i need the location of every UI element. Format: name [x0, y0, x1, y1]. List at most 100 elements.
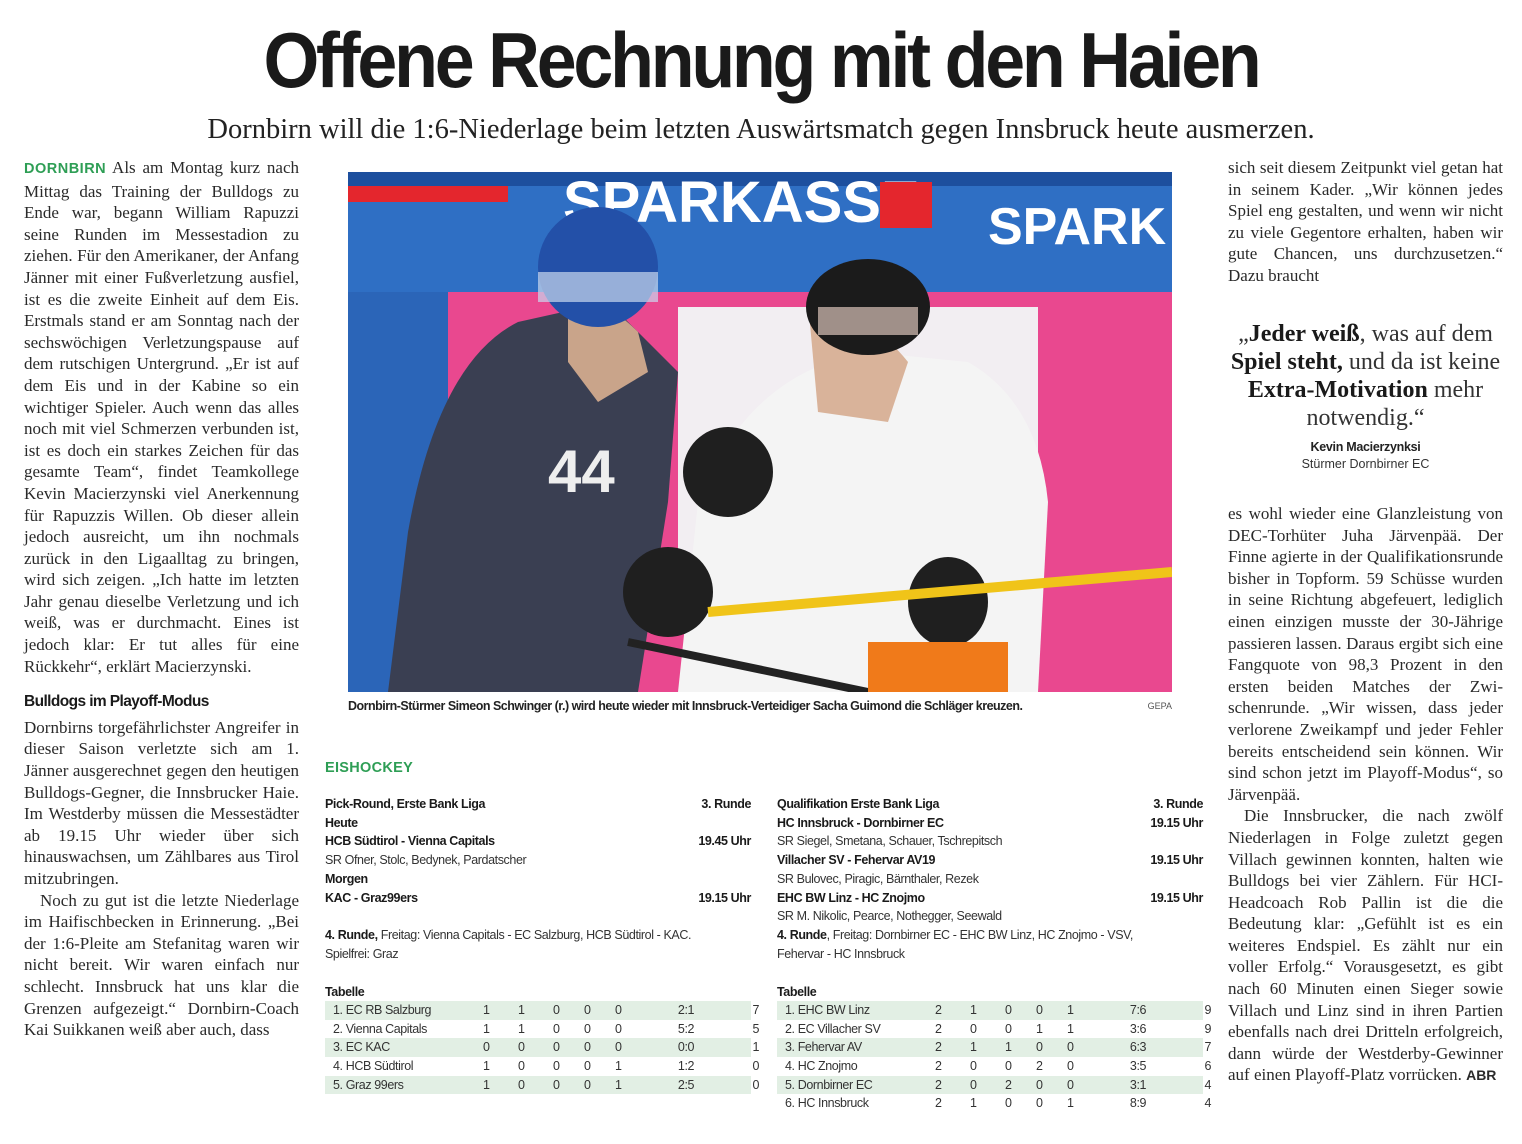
quote-author: Kevin Macierzynksi — [1310, 440, 1421, 454]
quote-text: „Jeder weiß, was auf dem Spiel steht, un… — [1230, 321, 1501, 431]
stat-cell: 0 — [553, 1003, 560, 1017]
round-label: 3. Runde — [1153, 797, 1203, 811]
stat-cell: 0 — [1067, 1077, 1074, 1092]
stat-cell: 0 — [615, 1021, 622, 1036]
team-name: 5. Graz 99ers — [333, 1077, 404, 1092]
goal-ratio: 6:3 — [1129, 1040, 1147, 1055]
next-round: 4. Runde, Freitag: Vienna Capitals - EC … — [325, 928, 692, 943]
stat-cell: 1 — [1067, 1096, 1074, 1111]
stat-cell: 2 — [935, 1096, 942, 1111]
goal-ratio: 3:6 — [1129, 1021, 1147, 1036]
table-row: 4. HC Znojmo 2 0 0 2 0 3:5 6 — [777, 1057, 1211, 1076]
team-name: 2. Vienna Capitals — [333, 1021, 428, 1036]
stat-cell: 0 — [518, 1040, 525, 1055]
stat-cell: 0 — [970, 1059, 977, 1074]
points: 5 — [752, 1021, 759, 1036]
hockey-photo: SPARKASSE SPARK 44 — [348, 172, 1172, 692]
table-row: 2. Vienna Capitals 1 1 0 0 0 5:2 5 — [325, 1020, 759, 1039]
game: EHC BW Linz - HC Znojmo — [777, 890, 925, 905]
points: 0 — [752, 1059, 759, 1074]
paragraph: es wohl wieder eine Glanzleistung von DE… — [1228, 504, 1503, 804]
stat-cell: 1 — [1067, 1021, 1074, 1036]
caption-text: Dornbirn-Stürmer Simeon Schwinger (r.) w… — [348, 699, 1023, 713]
stat-cell: 0 — [483, 1040, 490, 1055]
game-time: 19.15 Uhr — [698, 890, 751, 905]
qualification-schedule: Qualifikation Erste Bank Liga 3. Runde HC… — [777, 795, 1203, 963]
dateline: DORNBIRN — [24, 161, 107, 177]
table-row: 3. Fehervar AV 2 1 1 0 0 6:3 7 — [777, 1038, 1211, 1058]
stat-cell: 1 — [1005, 1040, 1012, 1055]
photo-credit: GEPA — [1147, 701, 1172, 711]
points: 7 — [1204, 1040, 1211, 1055]
table-title: Tabelle — [325, 985, 365, 999]
game: KAC - Graz99ers — [325, 890, 418, 905]
referees: SR Siegel, Smetana, Schauer, Tschrepitsc… — [777, 834, 1003, 849]
stat-cell: 0 — [553, 1040, 560, 1055]
points: 0 — [752, 1077, 759, 1092]
pull-quote: „Jeder weiß, was auf dem Spiel steht, un… — [1228, 320, 1503, 471]
points: 9 — [1204, 1003, 1211, 1017]
jersey-number: 44 — [548, 438, 615, 505]
table-row: 1. EHC BW Linz 2 1 0 0 1 7:6 9 — [777, 1001, 1211, 1020]
stat-cell: 0 — [1036, 1096, 1043, 1111]
stat-cell: 2 — [935, 1021, 942, 1036]
headline: Offene Rechnung mit den Haien — [263, 16, 1261, 104]
goal-ratio: 2:1 — [677, 1003, 695, 1017]
stat-cell: 0 — [970, 1021, 977, 1036]
points: 4 — [1204, 1077, 1211, 1092]
right-column-top: sich seit diesem Zeitpunkt viel ge­tan h… — [1228, 157, 1503, 287]
stat-cell: 1 — [1036, 1021, 1043, 1036]
team-name: 6. HC Innsbruck — [785, 1096, 869, 1111]
section-subhead: Bulldogs im Playoff-Modus — [24, 693, 209, 711]
stat-cell: 0 — [1005, 1096, 1012, 1111]
points: 1 — [752, 1040, 759, 1055]
stat-cell: 1 — [483, 1059, 490, 1074]
stat-cell: 0 — [584, 1021, 591, 1036]
stat-cell: 0 — [1005, 1021, 1012, 1036]
stat-cell: 1 — [483, 1003, 490, 1017]
stat-cell: 1 — [970, 1096, 977, 1111]
stat-cell: 1 — [615, 1059, 622, 1074]
stat-cell: 0 — [584, 1040, 591, 1055]
paragraph: Die Innsbrucker, die nach zwölf Niederla… — [1228, 806, 1503, 1085]
pick-round-schedule: Pick-Round, Erste Bank Liga 3. Runde Heut… — [325, 795, 751, 964]
sports-box-label: EISHOCKEY — [325, 760, 414, 776]
photo-caption: Dornbirn-Stürmer Simeon Schwinger (r.) w… — [348, 699, 1172, 713]
stat-cell: 0 — [518, 1077, 525, 1092]
goal-ratio: 2:5 — [677, 1077, 695, 1092]
stat-cell: 0 — [553, 1059, 560, 1074]
stat-cell: 0 — [1036, 1077, 1043, 1092]
game-time: 19.15 Uhr — [1150, 890, 1203, 905]
goal-ratio: 1:2 — [677, 1059, 695, 1074]
stat-cell: 0 — [1005, 1003, 1012, 1017]
game: HCB Südtirol - Vienna Capitals — [325, 834, 495, 849]
game-time: 19.45 Uhr — [698, 834, 751, 849]
referees: SR M. Nikolic, Pearce, Nothegger, Seewal… — [777, 909, 1002, 924]
stat-cell: 2 — [935, 1077, 942, 1092]
stat-cell: 1 — [518, 1021, 525, 1036]
stat-cell: 2 — [935, 1040, 942, 1055]
day-label: Morgen — [325, 871, 368, 886]
day-label: Heute — [325, 815, 358, 830]
stat-cell: 1 — [518, 1003, 525, 1017]
goal-ratio: 3:1 — [1129, 1077, 1147, 1092]
team-name: 5. Dornbirner EC — [785, 1077, 873, 1092]
points: 7 — [752, 1003, 759, 1017]
paragraph: sich seit diesem Zeitpunkt viel ge­tan h… — [1228, 158, 1503, 285]
stat-cell: 0 — [615, 1040, 622, 1055]
stat-cell: 1 — [970, 1003, 977, 1017]
team-name: 3. EC KAC — [333, 1040, 390, 1055]
qualification-table: Tabelle 1. EHC BW Linz 2 1 0 0 1 7:6 9 2. EC Vil… — [777, 983, 1211, 1113]
paragraph: Dornbirns torgefährlichster Angrei­fer i… — [24, 717, 299, 888]
table-body: 1. EHC BW Linz 2 1 0 0 1 7:6 9 2. EC Villacher S… — [777, 1001, 1211, 1113]
goal-ratio: 5:2 — [677, 1021, 695, 1036]
game: Villacher SV - Fehervar AV19 — [777, 853, 936, 868]
table-row: 6. HC Innsbruck 2 1 0 0 1 8:9 4 — [777, 1094, 1211, 1113]
next-round: 4. Runde, Freitag: Dornbirner EC - EHC B… — [777, 927, 1133, 942]
team-name: 4. HC Znojmo — [785, 1059, 858, 1074]
stat-cell: 0 — [584, 1059, 591, 1074]
goal-ratio: 3:5 — [1129, 1059, 1147, 1074]
hockey-players-image: SPARKASSE SPARK 44 — [348, 172, 1172, 692]
stat-cell: 2 — [1005, 1077, 1012, 1092]
table-row: 3. EC KAC 0 0 0 0 0 0:0 1 — [325, 1038, 759, 1058]
